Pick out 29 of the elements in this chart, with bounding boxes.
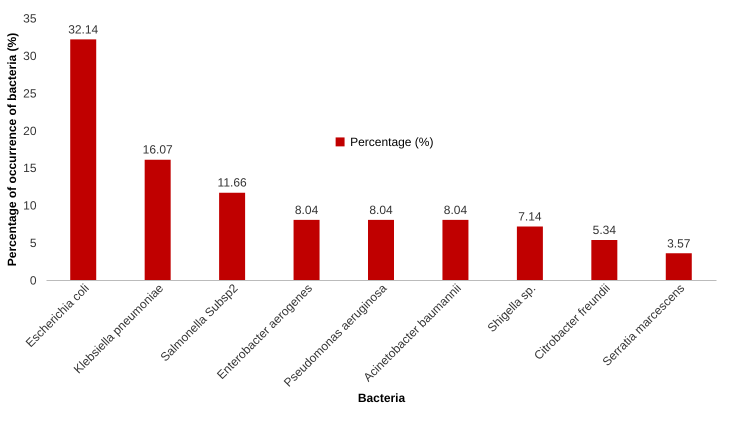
data-label: 11.66 [218,176,248,190]
legend-label: Percentage (%) [350,134,434,149]
data-label: 5.34 [592,223,616,238]
bar [219,192,246,280]
y-tick-label: 30 [23,48,37,63]
bar [368,220,394,280]
bar [666,253,692,280]
data-label: 7.14 [518,210,542,224]
bar [70,39,96,280]
data-label: 8.04 [444,202,468,217]
bar [144,160,171,280]
data-label: 8.04 [294,202,319,217]
y-tick-label: 0 [30,274,37,288]
bar [516,226,543,280]
data-label: 3.57 [667,236,691,250]
y-tick-label: 5 [30,236,37,250]
data-label: 32.14 [68,22,99,36]
data-label: 16.07 [142,142,174,157]
y-tick-label: 25 [23,86,37,100]
bar [442,220,468,280]
data-label: 8.04 [369,202,393,217]
y-tick-label: 15 [23,161,37,176]
y-tick-label: 10 [23,198,37,213]
y-axis-title: Percentage of occurrence of bacteria (%) [5,32,20,266]
x-axis-title: Bacteria [358,390,406,405]
bar [294,220,320,280]
y-tick-label: 20 [23,124,37,138]
bar [591,240,618,280]
y-tick-label: 35 [23,12,37,26]
